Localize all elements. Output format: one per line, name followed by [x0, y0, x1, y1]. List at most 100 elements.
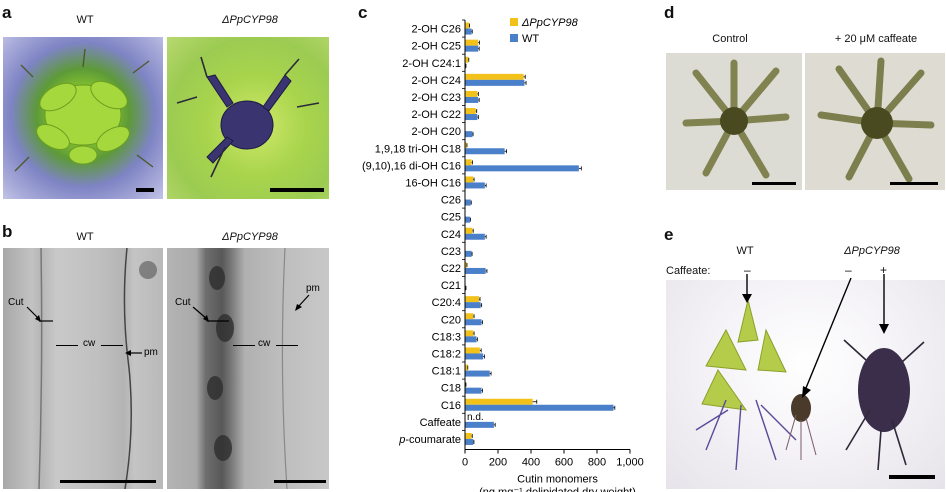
bar-wt	[465, 148, 505, 155]
bar-wt	[465, 79, 525, 86]
category-label: C20	[441, 314, 461, 326]
bar-wt	[465, 387, 482, 394]
panel-b-wt-cw-line-right	[101, 345, 123, 347]
panel-d-caffeate-scale-bar	[890, 182, 938, 185]
panel-e-mutant-treated-arrow	[879, 274, 889, 334]
legend-swatch	[510, 18, 518, 26]
panel-b-mutant-scale-bar	[274, 480, 326, 483]
bar-wt	[465, 336, 477, 343]
bar-mutant	[465, 142, 467, 149]
panel-b-wt-cut-label: Cut	[8, 297, 24, 308]
bar-mutant	[465, 227, 473, 234]
bar-mutant	[465, 364, 468, 371]
bar-mutant	[465, 22, 470, 29]
panel-label-a: a	[2, 3, 12, 22]
panel-b-wt-pm-label: pm	[144, 347, 158, 358]
bar-mutant	[465, 56, 469, 63]
category-label: 2-OH C25	[411, 41, 461, 53]
bar-wt	[465, 233, 485, 240]
bar-wt	[465, 370, 490, 377]
category-label: 2-OH C24:1	[402, 58, 461, 70]
bar-mutant	[465, 347, 480, 354]
category-label: C21	[441, 280, 461, 292]
panel-b-mutant-title: ΔPpCYP98	[222, 231, 278, 243]
category-label: 2-OH C26	[411, 24, 461, 36]
category-label: 2-OH C20	[411, 126, 461, 138]
bar-wt	[465, 319, 482, 326]
panel-label-d: d	[664, 3, 675, 22]
x-axis-label: Cutin monomers	[517, 474, 598, 486]
x-tick-label: 400	[522, 457, 540, 469]
category-label: p-coumarate	[398, 434, 461, 446]
panel-a-mutant-scale-bar	[270, 188, 324, 192]
panel-a-wt-title: WT	[76, 14, 94, 26]
bar-wt	[465, 302, 481, 309]
bar-mutant	[465, 261, 467, 268]
panel-e-mutant-title: ΔPpCYP98	[844, 245, 900, 257]
category-label: (9,10),16 di-OH C16	[362, 160, 461, 172]
legend-label: WT	[522, 33, 539, 45]
legend-swatch	[510, 34, 518, 42]
bar-wt	[465, 28, 472, 35]
bar-wt	[465, 96, 479, 103]
cutin-monomer-chart: 2-OH C26 2-OH C25 2-OH C24:1 2-OH C24 2-OH C…	[362, 17, 644, 492]
category-label: 2-OH C22	[411, 109, 461, 121]
x-tick-label: 1,000	[616, 457, 644, 469]
bar-wt	[465, 421, 494, 428]
bar-mutant	[465, 398, 533, 405]
x-tick-label: 600	[555, 457, 573, 469]
panel-b-wt-cw-line-left	[56, 345, 78, 347]
panel-label-e: e	[664, 225, 674, 244]
panel-b-wt-em-image	[3, 248, 163, 489]
panel-b-mutant-pm-arrow	[295, 294, 310, 311]
panel-d-caffeate-photo	[805, 53, 945, 190]
panel-e-wt-title: WT	[736, 245, 754, 257]
bar-wt	[465, 267, 486, 274]
panel-d-control-scale-bar	[752, 182, 796, 185]
panel-label-b: b	[2, 222, 13, 241]
category-label: C18	[441, 383, 461, 395]
panel-b-wt-title: WT	[76, 231, 94, 243]
panel-b-mutant-em-image	[167, 248, 329, 489]
category-label: 2-OH C23	[411, 92, 461, 104]
panel-d-control-title: Control	[712, 33, 748, 45]
bar-mutant	[465, 159, 472, 166]
panel-a-wt-scale-bar	[136, 188, 154, 192]
legend-label: ΔPpCYP98	[521, 17, 579, 29]
bar-mutant	[465, 39, 479, 46]
bar-wt	[465, 404, 614, 411]
category-label: C26	[441, 195, 461, 207]
panel-e-caffeate-label: Caffeate:	[666, 265, 711, 277]
bar-wt	[465, 438, 474, 445]
category-label: 1,9,18 tri-OH C18	[375, 143, 461, 155]
category-label: Caffeate	[420, 417, 461, 429]
x-axis-label-units: (ng mg⁻¹ delipidated dry weight)	[479, 487, 636, 492]
bar-wt	[465, 131, 473, 138]
category-label: C25	[441, 212, 461, 224]
bar-wt	[465, 45, 479, 52]
panel-e-sign-mutant-treated: +	[880, 263, 888, 277]
bar-mutant	[465, 432, 472, 439]
x-tick-label: 200	[489, 457, 507, 469]
panel-b-wt-cw-label: cw	[83, 338, 96, 349]
panel-e-scale-bar	[889, 475, 935, 479]
bar-wt	[465, 114, 478, 121]
x-tick-label: 0	[462, 457, 468, 469]
category-label: 2-OH C24	[411, 75, 461, 87]
panel-label-c: c	[358, 3, 368, 22]
panel-a-mutant-photo	[167, 37, 329, 199]
panel-e-photo	[666, 280, 945, 489]
bar-wt	[465, 216, 470, 223]
panel-e-wt-arrow	[742, 274, 752, 303]
bar-wt	[465, 199, 471, 206]
panel-b-mutant-cw-line-left	[233, 345, 255, 347]
panel-b-wt-pm-arrow	[125, 350, 142, 356]
bar-mutant	[465, 313, 474, 320]
bar-mutant	[465, 330, 474, 337]
category-label: C24	[441, 229, 461, 241]
panel-b-wt-scale-bar	[60, 480, 156, 483]
category-label: C23	[441, 246, 461, 258]
nd-annotation: n.d.	[467, 412, 484, 423]
category-label: C18:2	[432, 348, 461, 360]
panel-d-control-photo	[666, 53, 802, 190]
